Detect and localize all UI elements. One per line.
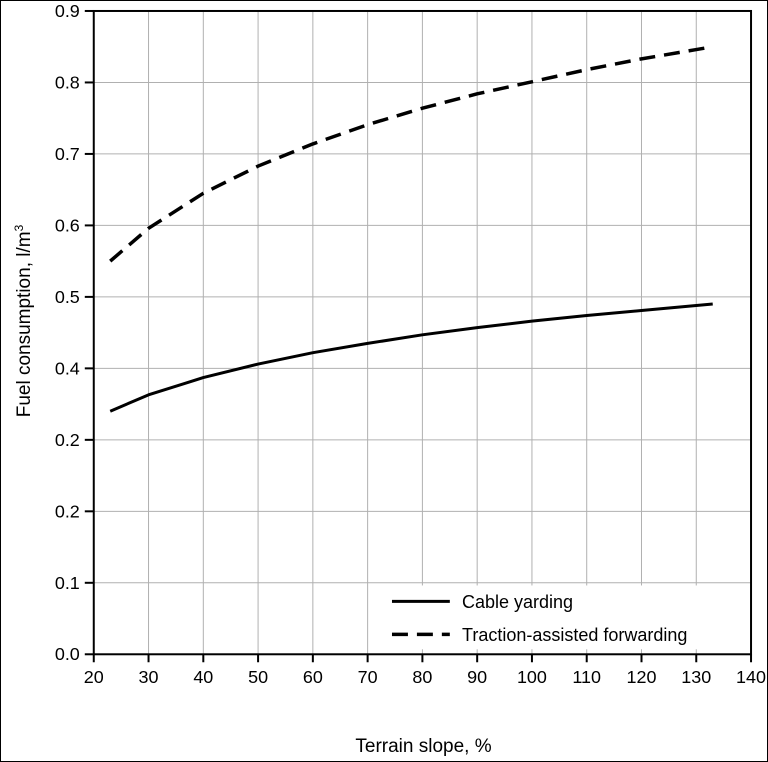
x-tick-label: 140 [736,667,766,687]
series-line-cable-yarding [109,302,713,413]
x-tick-label: 80 [412,667,432,687]
x-tick-label: 90 [467,667,487,687]
y-tick-label: 0.4 [55,358,80,378]
x-tick-label: 130 [681,667,711,687]
x-tick-label: 20 [84,667,104,687]
legend-label-traction-assisted-forwarding: Traction-assisted forwarding [462,625,688,645]
x-tick-label: 50 [248,667,268,687]
y-tick-label: 0.2 [55,430,80,450]
legend-label-cable-yarding: Cable yarding [462,592,574,612]
y-tick-label: 0.2 [55,501,80,521]
y-tick-label: 0.5 [55,287,80,307]
y-tick-label: 0.1 [55,573,80,593]
x-axis-title: Terrain slope, % [355,736,492,757]
x-tick-label: 30 [139,667,159,687]
y-tick-label: 0.6 [55,215,80,235]
series-line-traction-assisted-forwarding [109,44,714,263]
x-tick-label: 120 [627,667,657,687]
x-tick-label: 110 [572,667,601,687]
x-tick-label: 100 [517,667,547,687]
x-tick-label: 60 [303,667,323,687]
y-tick-label: 0.7 [55,144,80,164]
x-tick-label: 40 [193,667,213,687]
y-tick-label: 0.0 [55,644,80,664]
y-axis-title: Fuel consumption, l/m3 [12,225,36,418]
y-tick-label: 0.8 [55,72,80,92]
x-tick-label: 70 [358,667,378,687]
y-tick-label: 0.9 [55,1,80,21]
y-axis-title-superscript: 3 [12,224,26,232]
y-axis-title-text: Fuel consumption, l/m [14,231,35,418]
legend-box [378,585,706,650]
